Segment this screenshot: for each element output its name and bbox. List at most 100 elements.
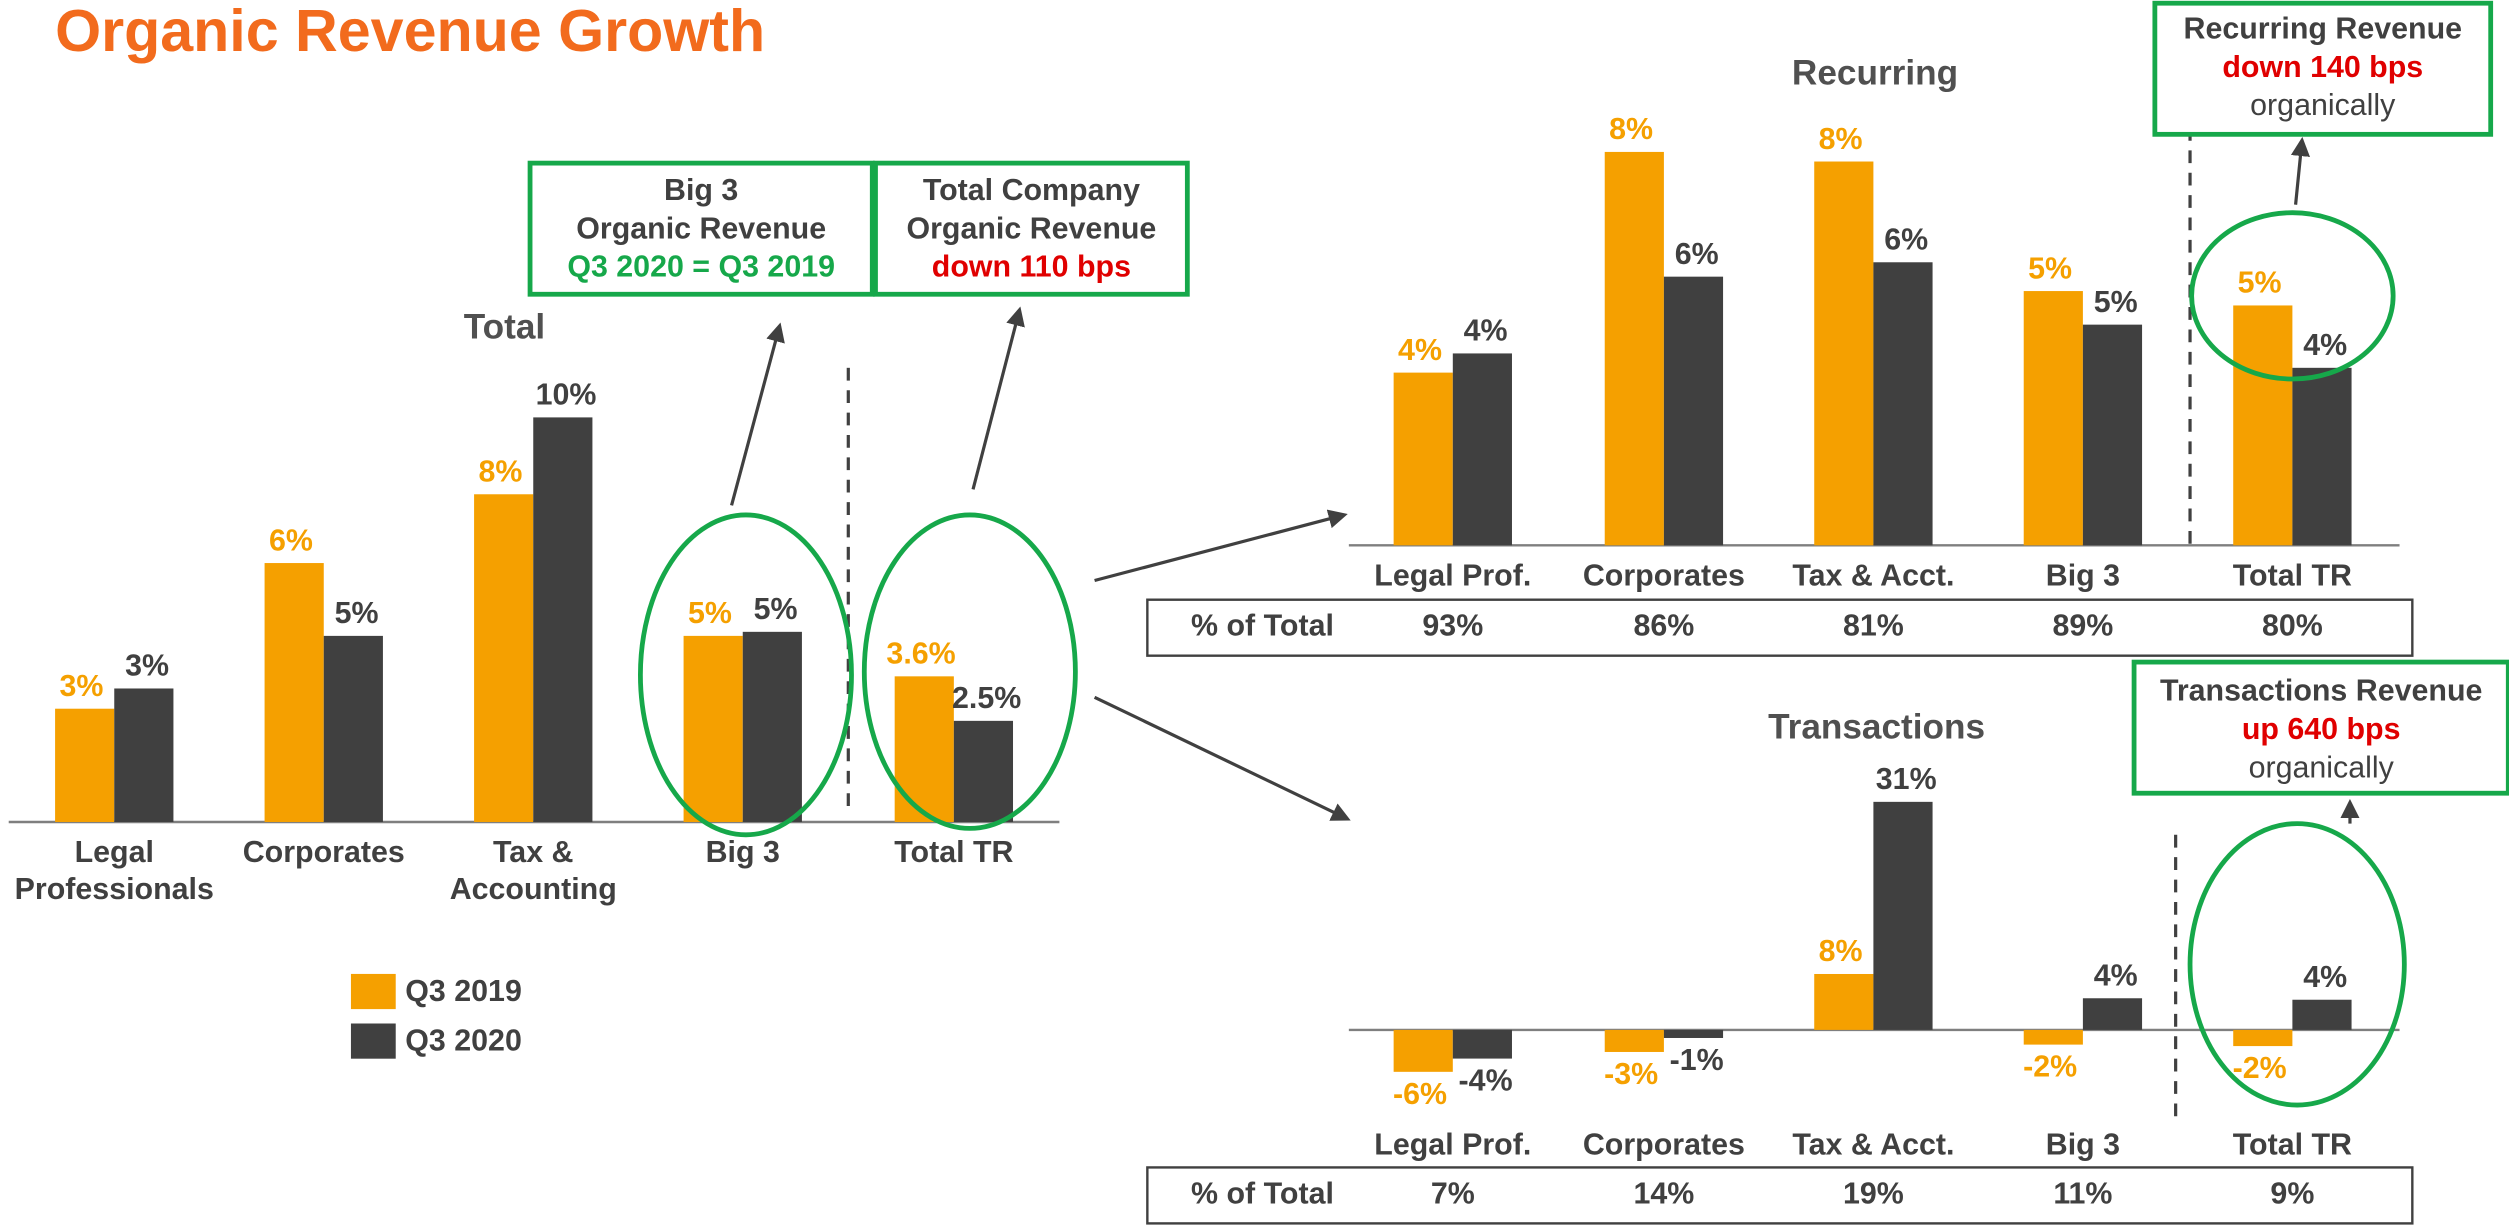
value-label: -2% xyxy=(2233,1051,2287,1085)
table-box xyxy=(1146,1166,2414,1225)
page-title: Organic Revenue Growth xyxy=(55,0,765,64)
value-label: 3% xyxy=(125,649,169,683)
arrow xyxy=(1094,509,1348,583)
value-label: 5% xyxy=(688,596,732,630)
bar xyxy=(1452,353,1512,546)
callout-text: Total Company xyxy=(923,173,1140,207)
value-label: 5% xyxy=(2238,266,2282,300)
callout-text: organically xyxy=(2250,88,2396,122)
label-line: Professionals xyxy=(15,872,214,906)
bar xyxy=(894,676,954,822)
label-line: Accounting xyxy=(450,872,617,906)
bar xyxy=(1604,1029,1664,1052)
value-label: 4% xyxy=(2303,328,2347,362)
bar xyxy=(533,417,593,822)
value-label: 8% xyxy=(1819,122,1863,156)
bar xyxy=(1393,1029,1453,1072)
legend-swatch xyxy=(350,1023,396,1059)
x-tick-label: Big 3 xyxy=(2046,1128,2120,1162)
bar xyxy=(2233,305,2293,546)
bar xyxy=(2082,324,2143,546)
bar xyxy=(2023,1029,2083,1045)
callout-box xyxy=(2131,659,2509,796)
value-label: 3.6% xyxy=(886,637,955,671)
value-label: 3% xyxy=(60,669,104,703)
highlight xyxy=(861,512,1078,831)
value-label: -2% xyxy=(2023,1050,2077,1084)
value-label: -6% xyxy=(1393,1077,1447,1111)
value-label: 10% xyxy=(536,378,597,412)
table-value: 86% xyxy=(1634,609,1695,643)
value-label: -3% xyxy=(1604,1057,1658,1091)
value-label: 5% xyxy=(754,592,798,626)
value-label: 6% xyxy=(269,523,313,557)
callout-box xyxy=(527,160,875,297)
x-tick-label: Total TR xyxy=(894,835,1013,869)
table-label: % of Total xyxy=(1191,609,1334,643)
bar xyxy=(1452,1029,1512,1059)
value-label: 2.5% xyxy=(952,681,1021,715)
value-label: 8% xyxy=(1609,112,1653,146)
bar xyxy=(1604,151,1664,546)
callout-box xyxy=(2152,0,2494,137)
bar xyxy=(1814,161,1874,546)
highlight xyxy=(2187,821,2407,1108)
bar xyxy=(55,708,115,822)
table-value: 93% xyxy=(1422,609,1483,643)
value-label: 4% xyxy=(2303,960,2347,994)
table-value: 19% xyxy=(1843,1176,1904,1210)
bar xyxy=(953,720,1014,822)
legend-label: Q3 2020 xyxy=(405,1024,522,1058)
table-value: 7% xyxy=(1431,1176,1475,1210)
bar xyxy=(2233,1029,2293,1047)
value-label: 6% xyxy=(1884,223,1928,257)
x-tick-label: Corporates xyxy=(243,835,405,869)
x-tick-label: Legal Professionals xyxy=(15,835,214,906)
value-label: 8% xyxy=(1819,934,1863,968)
bar xyxy=(1663,276,1724,546)
x-tick-label: Tax & Acct. xyxy=(1792,1128,1954,1162)
table-label: % of Total xyxy=(1191,1176,1334,1210)
label-line: Tax & xyxy=(493,835,573,869)
x-tick-label: Big 3 xyxy=(2046,558,2120,592)
callout-text: Big 3 xyxy=(664,173,738,207)
value-label: 6% xyxy=(1675,237,1719,271)
x-tick-label: Tax & Acct. xyxy=(1792,558,1954,592)
value-label: 5% xyxy=(2094,285,2138,319)
bar xyxy=(2023,291,2083,546)
highlight xyxy=(638,512,854,838)
bar xyxy=(474,494,534,822)
callout-text: Recurring Revenue xyxy=(2184,11,2463,45)
arrow xyxy=(2290,136,2311,205)
chart-title: Recurring xyxy=(1792,53,1958,92)
value-label: 4% xyxy=(2094,959,2138,993)
bar xyxy=(1393,372,1453,546)
x-tick-label: Legal Prof. xyxy=(1374,558,1531,592)
callout-text: up 640 bps xyxy=(2242,712,2401,746)
table-value: 11% xyxy=(2053,1176,2112,1210)
bar xyxy=(2292,999,2352,1030)
label-line: Legal xyxy=(75,835,154,869)
callout-text: Organic Revenue xyxy=(576,211,826,245)
value-label: -4% xyxy=(1459,1064,1513,1098)
x-tick-label: Total TR xyxy=(2233,558,2352,592)
value-label: 31% xyxy=(1876,762,1937,796)
x-tick-label: Total TR xyxy=(2233,1128,2352,1162)
bar xyxy=(114,688,174,822)
table-value: 14% xyxy=(1634,1176,1695,1210)
value-label: 5% xyxy=(335,596,379,630)
bar xyxy=(1814,973,1874,1030)
value-label: 5% xyxy=(2028,251,2072,285)
bar xyxy=(2292,367,2352,546)
x-tick-label: Legal Prof. xyxy=(1374,1128,1531,1162)
x-tick-label: Tax & Accounting xyxy=(450,835,617,906)
chart-title: Total xyxy=(464,308,545,347)
chart-title: Transactions xyxy=(1768,708,1985,747)
table-box xyxy=(1146,598,2414,657)
callout-text: Transactions Revenue xyxy=(2160,673,2482,707)
table-value: 89% xyxy=(2052,609,2113,643)
value-label: -1% xyxy=(1670,1043,1724,1077)
x-tick-label: Corporates xyxy=(1583,558,1745,592)
bar xyxy=(683,635,743,822)
